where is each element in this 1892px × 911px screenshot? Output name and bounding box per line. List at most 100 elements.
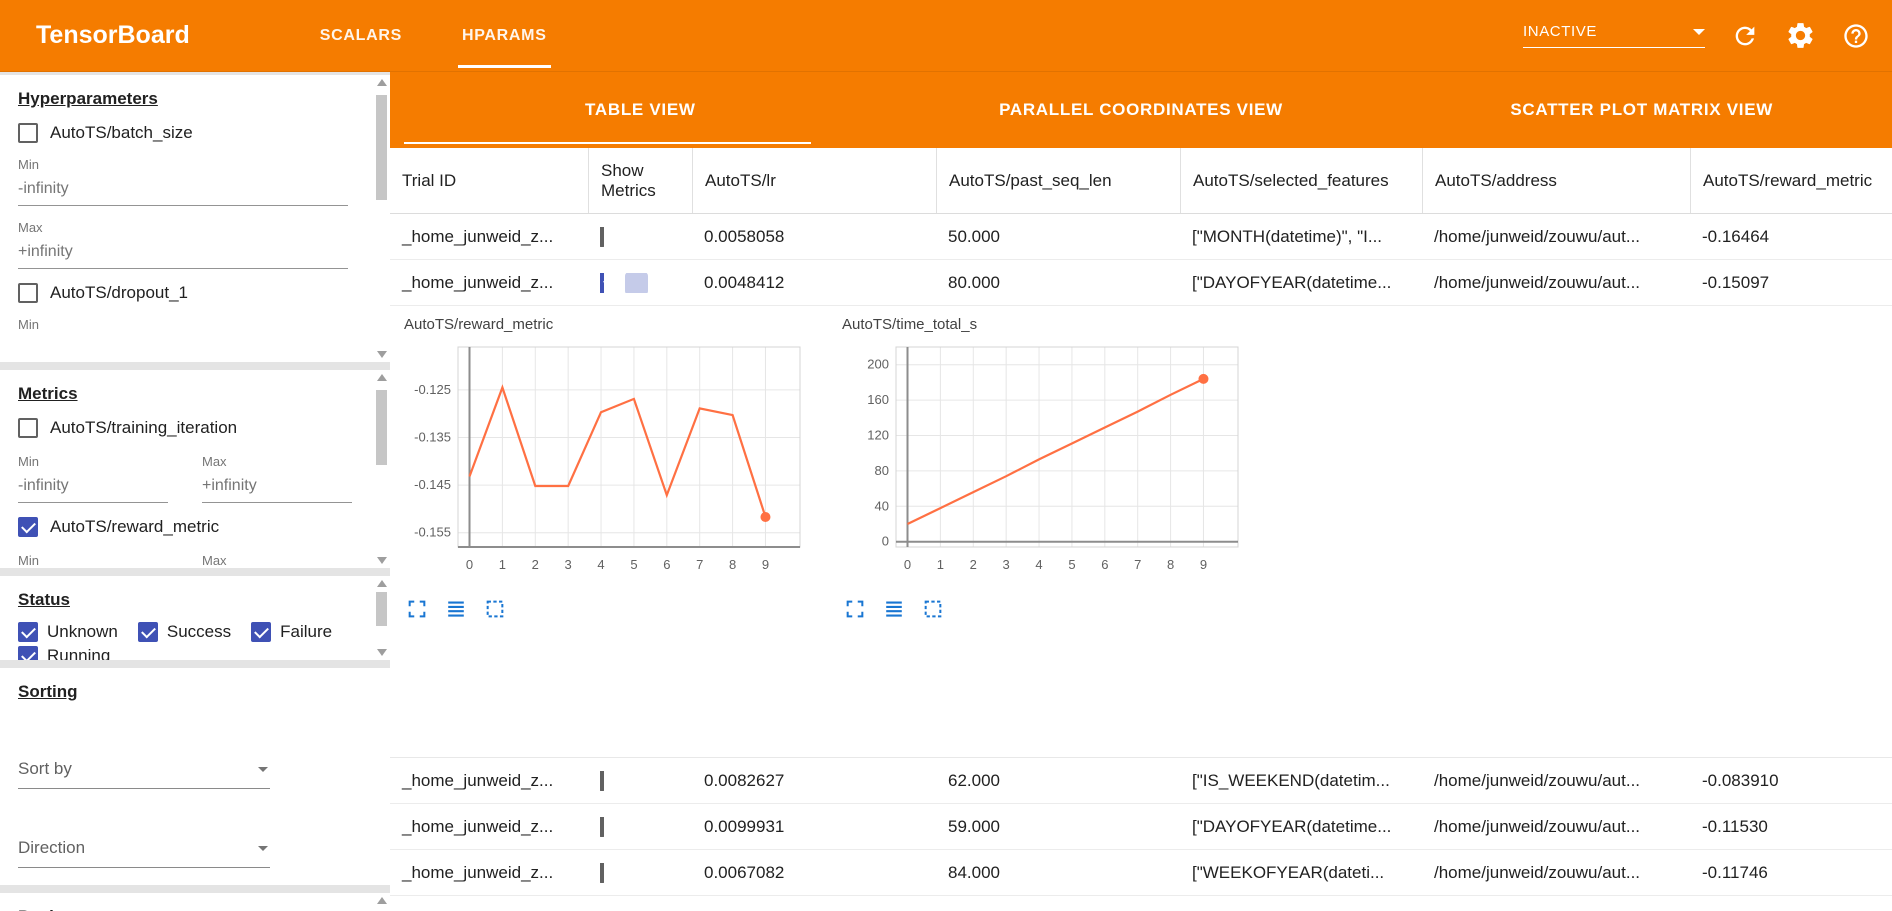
- column-header-past-seq-len[interactable]: AutoTS/past_seq_len: [936, 148, 1180, 213]
- cell-selected-features: ["IS_WEEKEND(datetim...: [1192, 770, 1390, 790]
- help-icon[interactable]: [1842, 22, 1870, 50]
- show-metrics-checkbox[interactable]: [600, 272, 648, 293]
- svg-text:4: 4: [1035, 557, 1042, 572]
- time-total-line-chart[interactable]: 0 1 2 3 4 5 6 7 8 9 0 40 80 120 160 200: [840, 339, 1260, 582]
- reload-status-dropdown[interactable]: INACTIVE: [1523, 23, 1705, 48]
- cell-lr: 0.0067082: [704, 862, 785, 882]
- checkbox[interactable]: [18, 123, 38, 143]
- show-metrics-checkbox[interactable]: [600, 816, 620, 837]
- cell-selected-features: ["WEEKOFYEAR(dateti...: [1192, 862, 1385, 882]
- checkbox[interactable]: [18, 517, 38, 537]
- cell-lr: 0.0058058: [704, 226, 785, 246]
- checkbox[interactable]: [18, 283, 38, 303]
- svg-text:1: 1: [937, 557, 944, 572]
- tab-scalars[interactable]: SCALARS: [319, 26, 402, 44]
- scroll-down-arrow[interactable]: [377, 351, 387, 358]
- max-field: Max +infinity: [202, 454, 352, 503]
- fullscreen-icon[interactable]: [406, 598, 428, 620]
- scroll-down-arrow[interactable]: [377, 649, 387, 656]
- svg-text:2: 2: [970, 557, 977, 572]
- table-row: _home_junweid_z... 0.0067082 84.000 ["WE…: [390, 850, 1892, 896]
- status-filters: Unknown Success Failure Running: [18, 622, 372, 660]
- status-filter-unknown[interactable]: Unknown: [18, 622, 118, 642]
- max-field: Max +infinity: [18, 220, 348, 269]
- cell-past-seq-len: 84.000: [948, 862, 1000, 882]
- scroll-up-arrow[interactable]: [377, 374, 387, 381]
- status-filter-failure[interactable]: Failure: [251, 622, 332, 642]
- column-header-reward-metric[interactable]: AutoTS/reward_metric: [1690, 148, 1892, 213]
- metric-row-training-iteration[interactable]: AutoTS/training_iteration: [18, 418, 372, 438]
- min-input[interactable]: -infinity: [18, 172, 348, 206]
- column-header-address[interactable]: AutoTS/address: [1422, 148, 1690, 213]
- scroll-up-arrow[interactable]: [377, 79, 387, 86]
- status-label: Running: [47, 646, 111, 660]
- checkbox[interactable]: [18, 646, 38, 660]
- svg-text:5: 5: [1068, 557, 1075, 572]
- min-input[interactable]: -infinity: [18, 469, 168, 503]
- hparam-row-dropout[interactable]: AutoTS/dropout_1: [18, 283, 372, 303]
- max-label: Max: [18, 220, 43, 235]
- sidebar: Hyperparameters AutoTS/batch_size Min -i…: [0, 72, 390, 911]
- min-label: Min: [18, 317, 39, 332]
- show-metrics-checkbox[interactable]: [600, 226, 620, 247]
- svg-text:160: 160: [867, 392, 889, 407]
- table-row: _home_junweid_z... 0.0048412 80.000 ["DA…: [390, 260, 1892, 306]
- scroll-down-arrow[interactable]: [377, 557, 387, 564]
- show-metrics-checkbox[interactable]: [600, 862, 620, 883]
- direction-dropdown[interactable]: Direction: [18, 829, 270, 868]
- scrollbar: [375, 372, 389, 566]
- max-input[interactable]: +infinity: [18, 235, 348, 269]
- scrollbar-thumb[interactable]: [376, 95, 387, 200]
- dashboard-tabs: SCALARS HPARAMS: [290, 0, 577, 71]
- cell-reward-metric: -0.15097: [1702, 272, 1770, 292]
- checkbox[interactable]: [18, 418, 38, 438]
- hparam-row-batch-size[interactable]: AutoTS/batch_size: [18, 123, 372, 143]
- chevron-down-icon: [258, 766, 268, 772]
- show-metrics-checkbox[interactable]: [600, 770, 620, 791]
- column-header-show-metrics[interactable]: Show Metrics: [588, 148, 692, 213]
- selection-box-icon[interactable]: [922, 598, 944, 620]
- column-header-lr[interactable]: AutoTS/lr: [692, 148, 936, 213]
- cell-lr: 0.0099931: [704, 816, 785, 836]
- tab-parallel-coordinates-view[interactable]: PARALLEL COORDINATES VIEW: [999, 100, 1283, 119]
- hparam-label: AutoTS/dropout_1: [50, 283, 188, 302]
- checkbox[interactable]: [18, 622, 38, 642]
- cell-selected-features: ["DAYOFYEAR(datetime...: [1192, 272, 1392, 292]
- chevron-down-icon: [1693, 28, 1705, 35]
- column-header-trial-id[interactable]: Trial ID: [402, 170, 457, 190]
- tab-scatter-plot-matrix-view[interactable]: SCATTER PLOT MATRIX VIEW: [1510, 100, 1774, 119]
- view-lines-icon[interactable]: [883, 598, 905, 620]
- column-header-selected-features[interactable]: AutoTS/selected_features: [1180, 148, 1422, 213]
- cell-show-metrics: [588, 862, 692, 883]
- table-row: _home_junweid_z... 0.0058058 50.000 ["MO…: [390, 214, 1892, 260]
- checkbox[interactable]: [251, 622, 272, 642]
- scroll-up-arrow[interactable]: [377, 897, 387, 904]
- sort-by-dropdown[interactable]: Sort by: [18, 750, 270, 789]
- view-lines-icon[interactable]: [445, 598, 467, 620]
- fullscreen-icon[interactable]: [844, 598, 866, 620]
- cell-reward-metric: -0.11746: [1702, 862, 1768, 882]
- scroll-up-arrow[interactable]: [377, 580, 387, 587]
- selection-box-icon[interactable]: [484, 598, 506, 620]
- settings-gear-icon[interactable]: [1785, 20, 1816, 51]
- scrollbar-thumb[interactable]: [376, 390, 387, 465]
- refresh-icon[interactable]: [1731, 22, 1759, 50]
- svg-text:-0.145: -0.145: [414, 477, 451, 492]
- content-area: Hyperparameters AutoTS/batch_size Min -i…: [0, 72, 1892, 911]
- max-input[interactable]: +infinity: [202, 469, 352, 503]
- metric-row-reward-metric[interactable]: AutoTS/reward_metric: [18, 517, 372, 537]
- status-filter-running[interactable]: Running: [18, 646, 110, 660]
- tab-table-view[interactable]: TABLE VIEW: [390, 72, 891, 148]
- chart-title: AutoTS/time_total_s: [842, 316, 978, 333]
- direction-value: Direction: [18, 838, 86, 857]
- reward-metric-line-chart[interactable]: 0 1 2 3 4 5 6 7 8 9 -0.155 -0.145 -0.135 -0.125: [402, 339, 822, 582]
- hyperparameters-title: Hyperparameters: [18, 89, 158, 108]
- paging-title: Paging: [18, 907, 372, 911]
- checkbox[interactable]: [137, 622, 158, 642]
- tab-hparams[interactable]: HPARAMS: [432, 0, 577, 71]
- svg-text:5: 5: [630, 557, 637, 572]
- status-filter-success[interactable]: Success: [137, 622, 231, 642]
- chart-title: AutoTS/reward_metric: [404, 316, 554, 333]
- svg-text:40: 40: [875, 498, 889, 513]
- scrollbar-thumb[interactable]: [376, 592, 387, 626]
